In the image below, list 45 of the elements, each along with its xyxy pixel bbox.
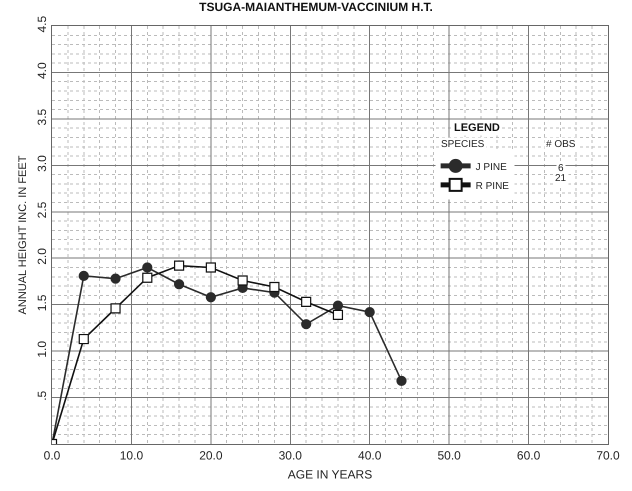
y-tick-label: 3.0 xyxy=(35,154,50,172)
y-tick-label: 2.5 xyxy=(35,201,50,218)
point xyxy=(174,279,184,290)
point xyxy=(142,272,152,283)
point xyxy=(206,292,216,302)
point xyxy=(78,334,89,344)
point xyxy=(110,303,121,314)
point xyxy=(332,310,344,320)
y-tick-label: .5 xyxy=(35,390,50,401)
point xyxy=(396,376,407,386)
x-axis-title: AGE IN YEARS xyxy=(288,467,372,482)
annotation: # OBS xyxy=(546,139,576,150)
chart-title: TSUGA-MAIANTHEMUM-VACCINIUM H.T. xyxy=(199,0,433,14)
point xyxy=(78,270,89,281)
x-tick-label: 0.0 xyxy=(44,448,61,462)
point xyxy=(142,262,152,273)
point xyxy=(364,307,375,318)
point xyxy=(269,282,280,292)
y-tick-label: 1.0 xyxy=(35,340,50,358)
point xyxy=(238,275,248,286)
legend-label: J PINE xyxy=(476,162,508,173)
x-tick-label: 40.0 xyxy=(358,448,382,462)
y-tick-label: 1.5 xyxy=(35,294,50,312)
x-tick-label: 70.0 xyxy=(596,448,620,462)
x-tick-label: 10.0 xyxy=(120,448,144,462)
point xyxy=(332,300,344,311)
point xyxy=(206,262,216,273)
y-axis-title: ANNUAL HEIGHT INC. IN FEET xyxy=(16,155,29,314)
point xyxy=(174,260,184,271)
legend-label: R PINE xyxy=(476,180,510,192)
point xyxy=(301,296,312,307)
y-tick-label: 4.5 xyxy=(35,16,50,33)
x-tick-label: 20.0 xyxy=(199,448,223,462)
y-tick-label: 3.5 xyxy=(35,108,50,126)
x-tick-label: 60.0 xyxy=(516,448,541,462)
annotation: SPECIES xyxy=(441,139,485,150)
y-tick-label: 4.0 xyxy=(35,62,50,79)
y-tick-label: 2.0 xyxy=(35,248,50,265)
x-tick-label: 30.0 xyxy=(278,448,302,462)
annotation: 21 xyxy=(555,173,567,184)
point xyxy=(110,274,121,284)
legend-title: LEGEND xyxy=(454,122,500,134)
annotation: 6 xyxy=(558,163,564,174)
x-tick-label: 50.0 xyxy=(437,448,462,462)
point xyxy=(301,319,312,330)
